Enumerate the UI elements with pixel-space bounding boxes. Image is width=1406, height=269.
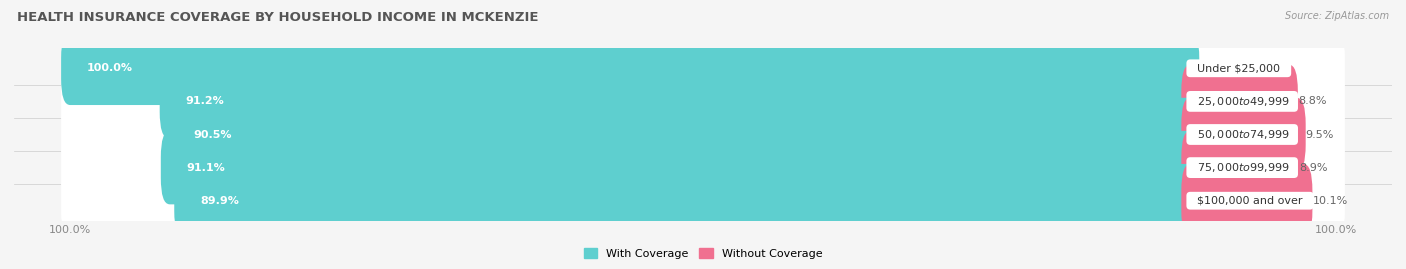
Text: $100,000 and over: $100,000 and over (1191, 196, 1310, 206)
FancyBboxPatch shape (60, 31, 1346, 105)
Text: 90.5%: 90.5% (193, 129, 232, 140)
Text: HEALTH INSURANCE COVERAGE BY HOUSEHOLD INCOME IN MCKENZIE: HEALTH INSURANCE COVERAGE BY HOUSEHOLD I… (17, 11, 538, 24)
FancyBboxPatch shape (160, 131, 1199, 204)
Text: Source: ZipAtlas.com: Source: ZipAtlas.com (1285, 11, 1389, 21)
FancyBboxPatch shape (1181, 164, 1312, 238)
FancyBboxPatch shape (160, 65, 1199, 138)
Text: 8.9%: 8.9% (1299, 162, 1327, 173)
FancyBboxPatch shape (60, 98, 1346, 171)
FancyBboxPatch shape (1181, 98, 1306, 171)
FancyBboxPatch shape (174, 164, 1199, 238)
FancyBboxPatch shape (167, 98, 1199, 171)
Text: 0.0%: 0.0% (1199, 63, 1227, 73)
Text: 100.0%: 100.0% (87, 63, 134, 73)
Text: 8.8%: 8.8% (1298, 96, 1326, 107)
Text: 89.9%: 89.9% (200, 196, 239, 206)
Text: 10.1%: 10.1% (1312, 196, 1348, 206)
Text: $75,000 to $99,999: $75,000 to $99,999 (1191, 161, 1294, 174)
Text: 91.1%: 91.1% (187, 162, 225, 173)
Text: 9.5%: 9.5% (1306, 129, 1334, 140)
Text: $25,000 to $49,999: $25,000 to $49,999 (1191, 95, 1294, 108)
FancyBboxPatch shape (60, 31, 1199, 105)
Text: 91.2%: 91.2% (186, 96, 224, 107)
FancyBboxPatch shape (60, 131, 1346, 204)
FancyBboxPatch shape (1181, 131, 1299, 204)
FancyBboxPatch shape (60, 164, 1346, 238)
Text: Under $25,000: Under $25,000 (1191, 63, 1288, 73)
Text: $50,000 to $74,999: $50,000 to $74,999 (1191, 128, 1294, 141)
FancyBboxPatch shape (1181, 65, 1298, 138)
FancyBboxPatch shape (60, 65, 1346, 138)
Legend: With Coverage, Without Coverage: With Coverage, Without Coverage (579, 244, 827, 263)
